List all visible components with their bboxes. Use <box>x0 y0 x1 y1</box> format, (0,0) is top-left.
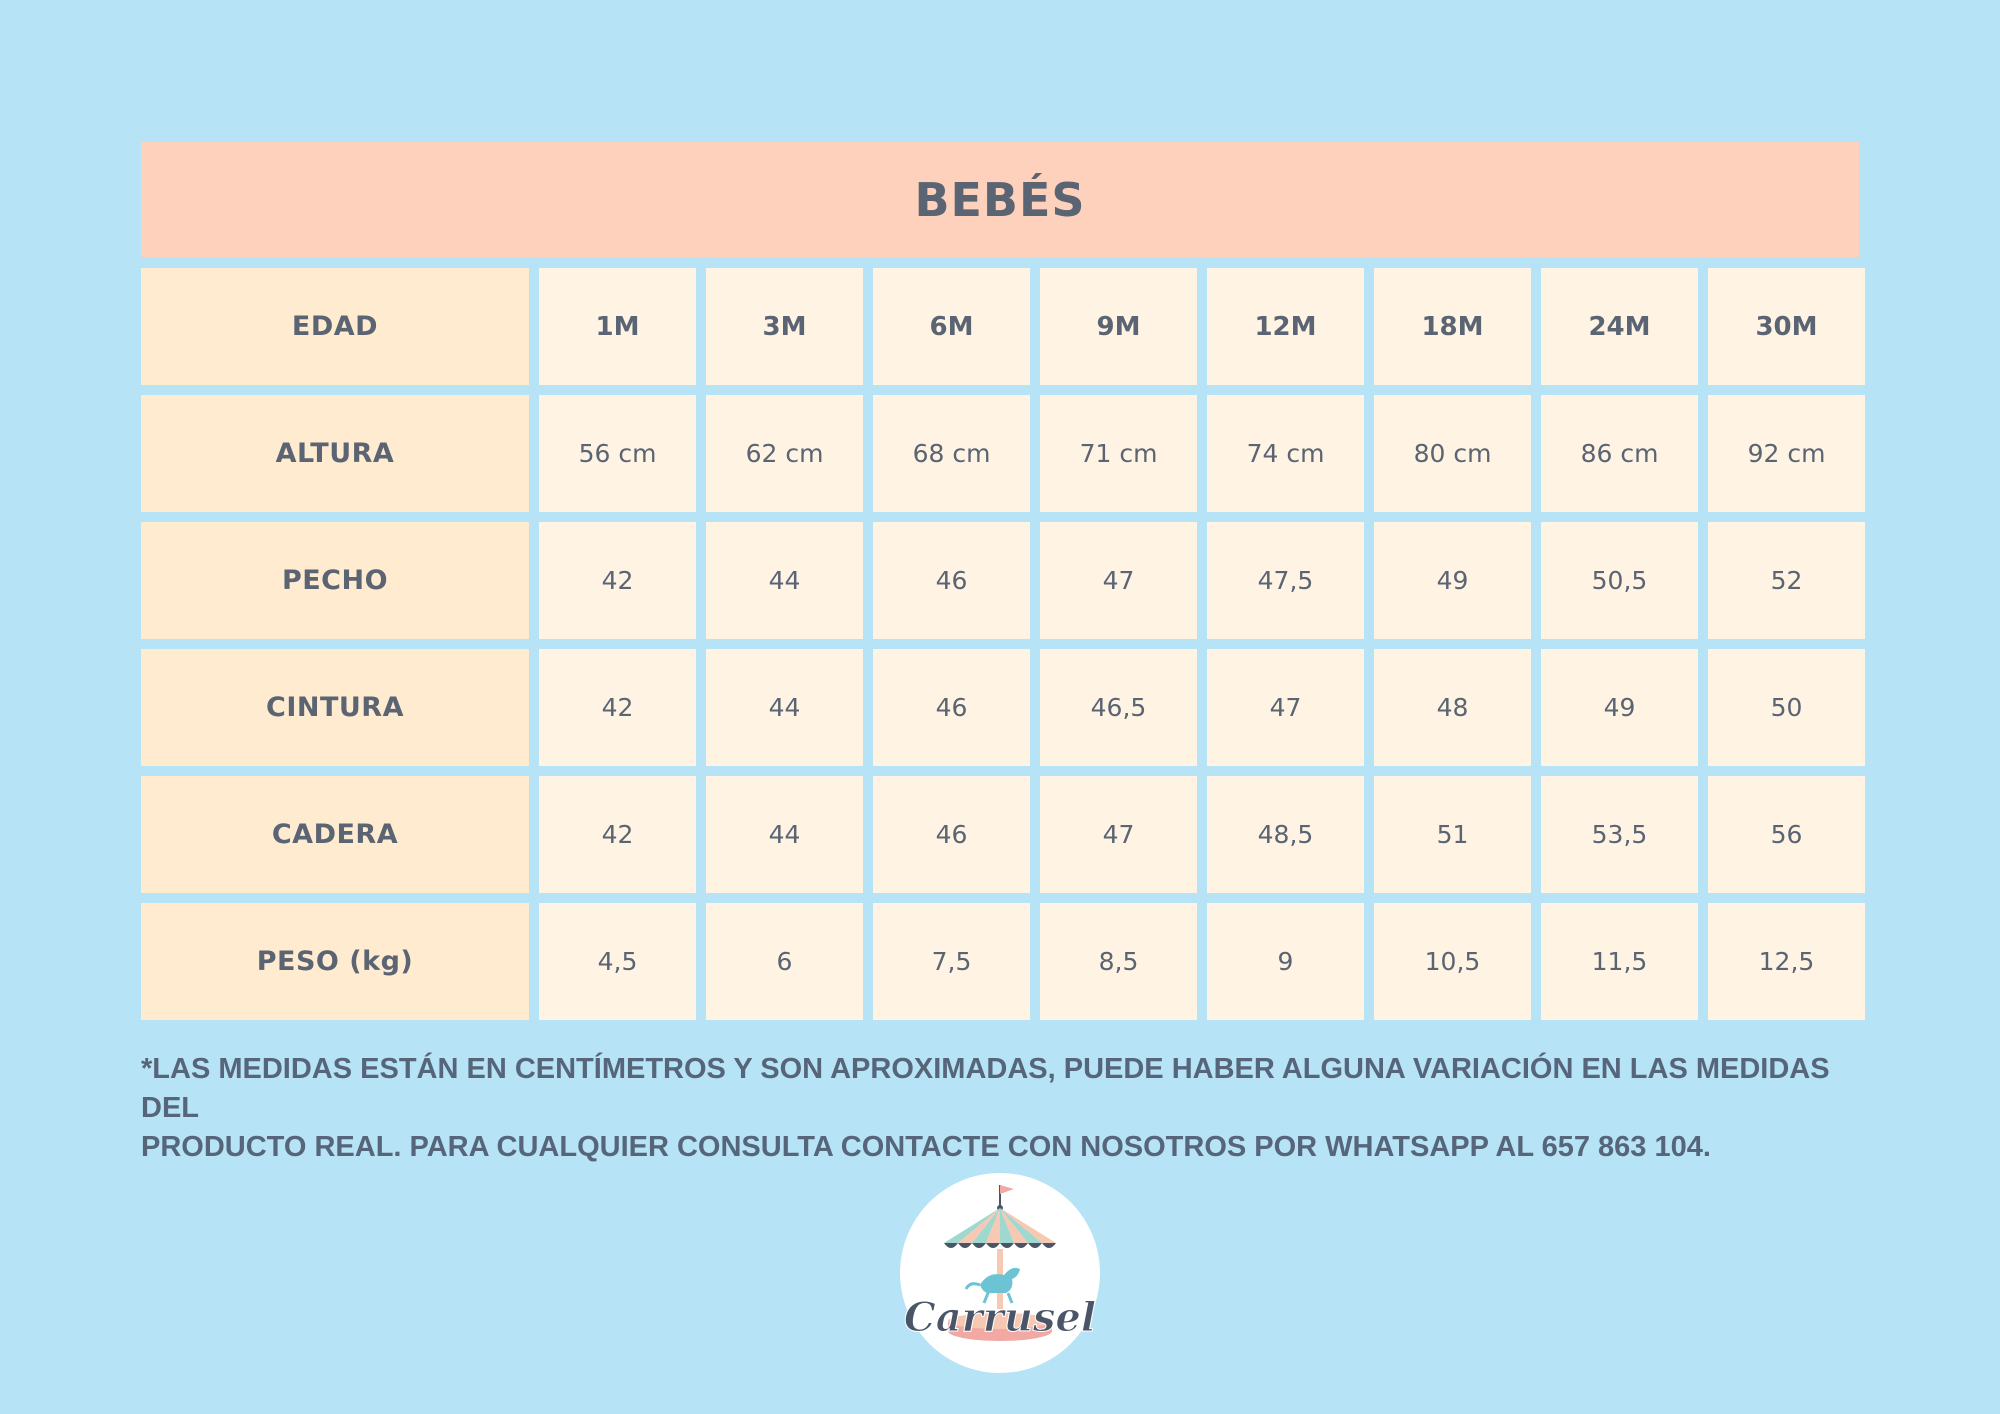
row-label-pecho: PECHO <box>141 522 529 639</box>
size-header: 3M <box>706 268 863 385</box>
disclaimer-line: *LAS MEDIDAS ESTÁN EN CENTÍMETROS Y SON … <box>141 1053 1830 1124</box>
table-cell: 10,5 <box>1374 903 1531 1020</box>
carrusel-logo: Carrusel <box>900 1173 1100 1373</box>
table-cell: 56 <box>1708 776 1865 893</box>
row-label-edad: EDAD <box>141 268 529 385</box>
disclaimer-note: *LAS MEDIDAS ESTÁN EN CENTÍMETROS Y SON … <box>141 1050 1881 1167</box>
table-cell: 44 <box>706 522 863 639</box>
table-cell: 47 <box>1040 522 1197 639</box>
row-label-cadera: CADERA <box>141 776 529 893</box>
table-cell: 62 cm <box>706 395 863 512</box>
table-cell: 49 <box>1374 522 1531 639</box>
disclaimer-line: PRODUCTO REAL. PARA CUALQUIER CONSULTA C… <box>141 1131 1711 1163</box>
table-cell: 42 <box>539 776 696 893</box>
table-cell: 47 <box>1040 776 1197 893</box>
table-cell: 52 <box>1708 522 1865 639</box>
table-cell: 6 <box>706 903 863 1020</box>
table-cell: 51 <box>1374 776 1531 893</box>
table-cell: 46 <box>873 522 1030 639</box>
table-cell: 47 <box>1207 649 1364 766</box>
table-cell: 46 <box>873 649 1030 766</box>
size-header: 24M <box>1541 268 1698 385</box>
table-cell: 50,5 <box>1541 522 1698 639</box>
table-cell: 11,5 <box>1541 903 1698 1020</box>
table-cell: 68 cm <box>873 395 1030 512</box>
row-label-cintura: CINTURA <box>141 649 529 766</box>
table-cell: 12,5 <box>1708 903 1865 1020</box>
table-cell: 71 cm <box>1040 395 1197 512</box>
size-header: 30M <box>1708 268 1865 385</box>
size-header: 1M <box>539 268 696 385</box>
row-label-altura: ALTURA <box>141 395 529 512</box>
size-header: 12M <box>1207 268 1364 385</box>
table-cell: 9 <box>1207 903 1364 1020</box>
size-header: 6M <box>873 268 1030 385</box>
table-cell: 8,5 <box>1040 903 1197 1020</box>
row-label-peso: PESO (kg) <box>141 903 529 1020</box>
table-cell: 7,5 <box>873 903 1030 1020</box>
table-cell: 48 <box>1374 649 1531 766</box>
size-header: 9M <box>1040 268 1197 385</box>
table-cell: 42 <box>539 522 696 639</box>
table-cell: 56 cm <box>539 395 696 512</box>
table-cell: 86 cm <box>1541 395 1698 512</box>
table-title: BEBÉS <box>141 142 1859 257</box>
table-cell: 53,5 <box>1541 776 1698 893</box>
table-cell: 46 <box>873 776 1030 893</box>
size-header: 18M <box>1374 268 1531 385</box>
table-cell: 44 <box>706 776 863 893</box>
table-cell: 42 <box>539 649 696 766</box>
table-cell: 46,5 <box>1040 649 1197 766</box>
table-cell: 47,5 <box>1207 522 1364 639</box>
table-cell: 50 <box>1708 649 1865 766</box>
table-cell: 48,5 <box>1207 776 1364 893</box>
table-cell: 92 cm <box>1708 395 1865 512</box>
carousel-icon: Carrusel <box>903 1185 1097 1342</box>
table-cell: 49 <box>1541 649 1698 766</box>
table-cell: 74 cm <box>1207 395 1364 512</box>
size-table: EDAD 1M 3M 6M 9M 12M 18M 24M 30M ALTURA … <box>141 268 1865 1020</box>
table-cell: 4,5 <box>539 903 696 1020</box>
logo-text: Carrusel <box>904 1294 1096 1341</box>
table-cell: 80 cm <box>1374 395 1531 512</box>
table-cell: 44 <box>706 649 863 766</box>
